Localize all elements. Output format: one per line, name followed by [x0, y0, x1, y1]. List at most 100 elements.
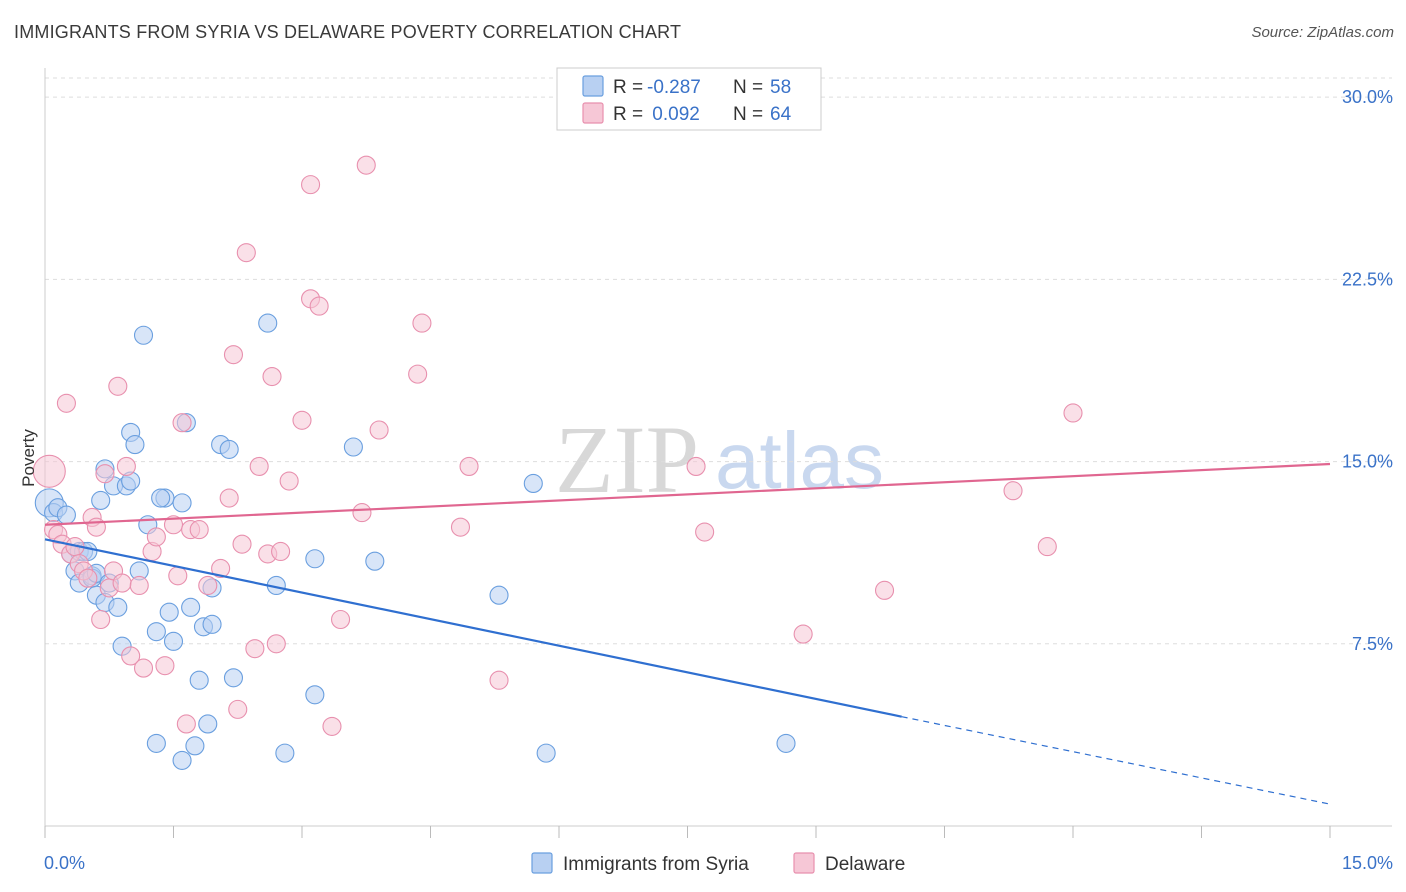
data-point	[189, 670, 209, 690]
data-point	[108, 597, 128, 617]
data-point	[91, 490, 111, 510]
data-point	[1063, 403, 1083, 423]
data-point	[686, 456, 706, 476]
data-point	[232, 534, 252, 554]
data-point	[301, 175, 321, 195]
axes	[44, 68, 1392, 838]
data-point	[91, 609, 111, 630]
data-point	[408, 364, 428, 384]
data-point	[489, 585, 509, 605]
data-point	[86, 517, 106, 537]
data-point	[305, 549, 325, 569]
trend-line-pink	[44, 462, 1331, 526]
data-point	[223, 668, 244, 688]
data-point	[275, 743, 295, 763]
legend-r-value-blue: -0.287	[647, 77, 701, 98]
data-point	[874, 580, 895, 600]
data-point	[228, 699, 248, 719]
data-point	[129, 575, 149, 596]
data-point	[1037, 537, 1057, 557]
y-tick-label: 30.0%	[1342, 87, 1393, 107]
bottom-legend-swatch-blue	[531, 852, 553, 874]
y-tick-label: 15.0%	[1342, 452, 1393, 472]
series-delaware	[32, 155, 1083, 736]
data-point	[211, 558, 231, 579]
legend-n-label-blue: N =	[733, 77, 763, 98]
legend-swatch-pink	[582, 102, 604, 124]
legend-r-label-blue: R =	[613, 77, 643, 98]
data-point	[56, 505, 76, 525]
data-point	[236, 243, 256, 263]
data-point	[116, 456, 136, 476]
data-point	[155, 656, 175, 676]
data-point	[695, 522, 715, 542]
data-point	[189, 520, 209, 540]
y-axis-label: Poverty	[19, 429, 38, 487]
y-tick-label: 22.5%	[1342, 269, 1393, 289]
data-point	[133, 325, 154, 345]
data-point	[292, 410, 312, 430]
data-point	[95, 464, 115, 484]
grid-lines	[45, 77, 1392, 645]
data-point	[125, 435, 145, 455]
data-point	[198, 714, 218, 734]
tick-labels: 7.5% 15.0% 22.5% 30.0% 0.0% 15.0%	[44, 87, 1393, 873]
data-point	[121, 646, 141, 666]
data-point	[198, 575, 218, 596]
x-tick-label: 0.0%	[44, 853, 85, 873]
legend-r-label-pink: R =	[613, 104, 643, 125]
data-point	[343, 437, 363, 457]
data-point	[365, 551, 385, 571]
legend-r-value-pink: 0.092	[647, 104, 700, 125]
bottom-legend-label-pink: Delaware	[825, 854, 905, 875]
legend-swatch-blue	[582, 75, 604, 97]
data-point	[176, 714, 196, 734]
legend-n-label-pink: N =	[733, 104, 763, 125]
data-point	[352, 503, 372, 523]
data-point	[168, 566, 188, 586]
data-point	[776, 733, 796, 753]
data-point	[146, 622, 166, 642]
data-point	[309, 296, 329, 316]
data-point	[159, 602, 179, 622]
data-point	[523, 473, 543, 493]
legend-n-value-blue: 58	[770, 77, 791, 98]
data-point	[32, 454, 66, 488]
legend-n-value-pink: 64	[770, 104, 792, 125]
data-point	[1003, 481, 1023, 501]
data-point	[450, 517, 471, 537]
data-point	[133, 658, 154, 678]
legend: R = -0.287 N = 58 R = 0.092 N = 64	[556, 67, 822, 131]
data-point	[262, 366, 282, 387]
data-point	[146, 527, 166, 547]
data-point	[258, 313, 278, 333]
data-point	[146, 733, 166, 753]
data-point	[536, 743, 556, 763]
data-point	[181, 597, 201, 617]
data-point	[151, 488, 171, 508]
data-point	[219, 488, 239, 508]
data-point	[489, 670, 509, 690]
data-point	[330, 609, 351, 630]
data-point	[249, 456, 269, 476]
series-immigrants-from-syria	[34, 313, 796, 770]
data-point	[172, 413, 192, 433]
data-point	[112, 573, 132, 593]
data-point	[56, 393, 76, 413]
chart-title: IMMIGRANTS FROM SYRIA VS DELAWARE POVERT…	[14, 22, 682, 42]
data-point	[185, 736, 205, 756]
data-point	[245, 639, 265, 659]
bottom-legend-label-blue: Immigrants from Syria	[563, 854, 749, 875]
data-point	[219, 439, 239, 459]
data-point	[202, 614, 222, 634]
chart-source: Source: ZipAtlas.com	[1251, 24, 1394, 41]
trend-line-blue	[44, 538, 902, 718]
trend-line-extension-blue	[901, 716, 1331, 805]
data-point	[163, 631, 184, 651]
data-point	[356, 155, 376, 175]
data-point	[459, 456, 479, 476]
x-tick-label: 15.0%	[1342, 853, 1393, 873]
data-point	[305, 685, 325, 705]
data-point	[279, 471, 299, 491]
